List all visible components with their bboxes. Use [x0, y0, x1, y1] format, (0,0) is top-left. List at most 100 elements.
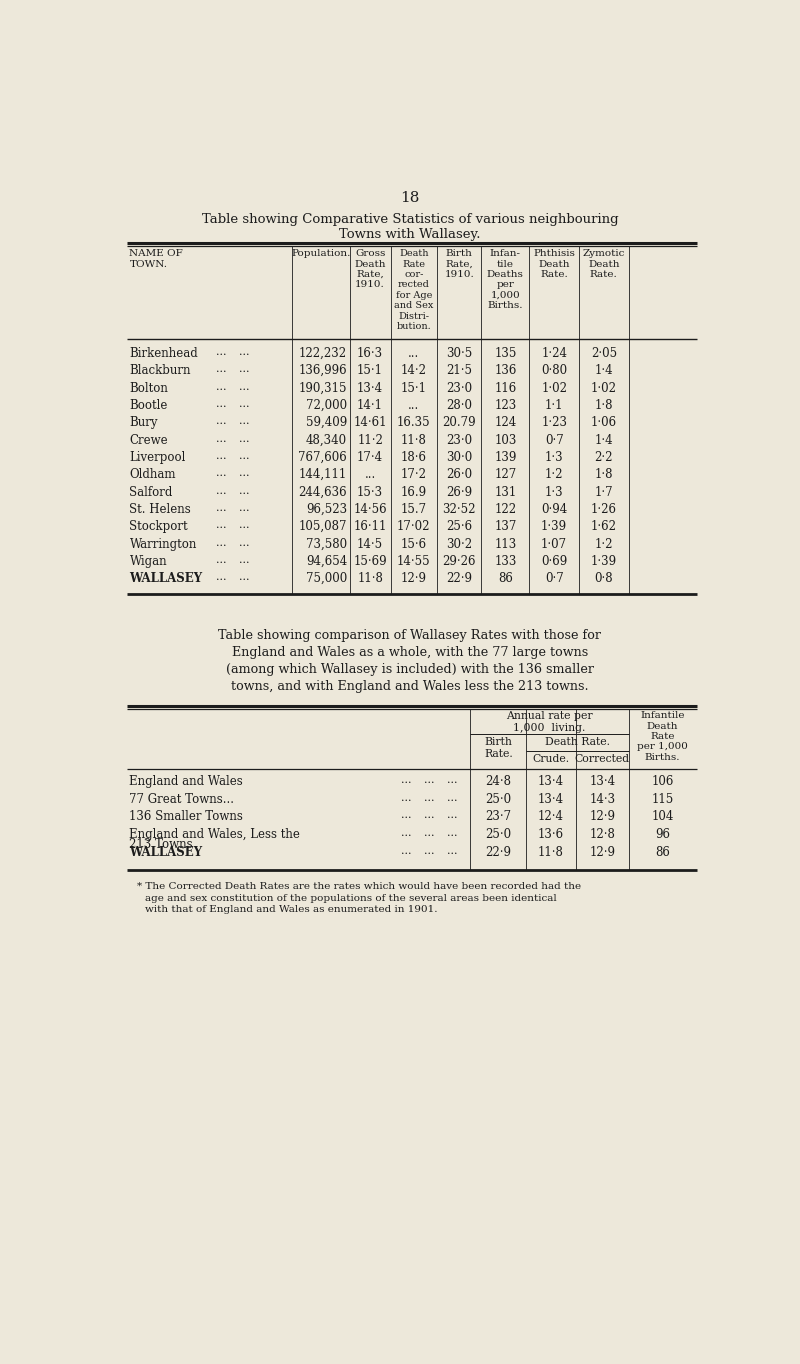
- Text: 15·1: 15·1: [357, 364, 383, 378]
- Text: ...: ...: [216, 503, 226, 513]
- Text: 21·5: 21·5: [446, 364, 472, 378]
- Text: 135: 135: [494, 346, 517, 360]
- Text: 136,996: 136,996: [298, 364, 347, 378]
- Text: ...: ...: [216, 416, 226, 426]
- Text: 1·1: 1·1: [545, 398, 563, 412]
- Text: Oldham: Oldham: [130, 468, 176, 481]
- Text: ...: ...: [424, 846, 434, 855]
- Text: 30·0: 30·0: [446, 451, 472, 464]
- Text: 13·4: 13·4: [538, 792, 564, 806]
- Text: 18·6: 18·6: [401, 451, 427, 464]
- Text: ...: ...: [239, 486, 250, 495]
- Text: 1·07: 1·07: [541, 537, 567, 551]
- Text: ...: ...: [216, 382, 226, 391]
- Text: 244,636: 244,636: [298, 486, 347, 498]
- Text: 24·8: 24·8: [486, 775, 511, 788]
- Text: Gross
Death
Rate,
1910.: Gross Death Rate, 1910.: [354, 250, 386, 289]
- Text: 767,606: 767,606: [298, 451, 347, 464]
- Text: Towns with Wallasey.: Towns with Wallasey.: [339, 228, 481, 241]
- Text: with that of England and Wales as enumerated in 1901.: with that of England and Wales as enumer…: [145, 906, 438, 914]
- Text: (among which Wallasey is included) with the 136 smaller: (among which Wallasey is included) with …: [226, 663, 594, 675]
- Text: 11·8: 11·8: [401, 434, 427, 446]
- Text: 137: 137: [494, 520, 517, 533]
- Text: ...: ...: [408, 398, 419, 412]
- Text: ...: ...: [239, 520, 250, 531]
- Text: 122: 122: [494, 503, 516, 516]
- Text: ...: ...: [216, 555, 226, 565]
- Text: Death
Rate
cor-
rected
for Age
and Sex
Distri-
bution.: Death Rate cor- rected for Age and Sex D…: [394, 250, 434, 331]
- Text: 26·0: 26·0: [446, 468, 472, 481]
- Text: England and Wales, Less the: England and Wales, Less the: [130, 828, 300, 842]
- Text: 13·6: 13·6: [538, 828, 564, 842]
- Text: 11·2: 11·2: [357, 434, 383, 446]
- Text: Infantile
Death
Rate
per 1,000
Births.: Infantile Death Rate per 1,000 Births.: [638, 711, 688, 761]
- Text: 48,340: 48,340: [306, 434, 347, 446]
- Text: Bury: Bury: [130, 416, 158, 430]
- Text: Warrington: Warrington: [130, 537, 197, 551]
- Text: 13·4: 13·4: [589, 775, 615, 788]
- Text: 14·56: 14·56: [354, 503, 387, 516]
- Text: 17·4: 17·4: [357, 451, 383, 464]
- Text: 23·0: 23·0: [446, 434, 472, 446]
- Text: Salford: Salford: [130, 486, 173, 498]
- Text: 16.9: 16.9: [401, 486, 427, 498]
- Text: ...: ...: [239, 468, 250, 479]
- Text: 123: 123: [494, 398, 517, 412]
- Text: 144,111: 144,111: [299, 468, 347, 481]
- Text: 22·9: 22·9: [446, 572, 472, 585]
- Text: 25·6: 25·6: [446, 520, 472, 533]
- Text: 1·3: 1·3: [545, 486, 563, 498]
- Text: 0·69: 0·69: [541, 555, 567, 567]
- Text: 20.79: 20.79: [442, 416, 476, 430]
- Text: 116: 116: [494, 382, 517, 394]
- Text: 23·7: 23·7: [486, 810, 511, 824]
- Text: 96,523: 96,523: [306, 503, 347, 516]
- Text: England and Wales: England and Wales: [130, 775, 243, 788]
- Text: age and sex constitution of the populations of the several areas been identical: age and sex constitution of the populati…: [145, 893, 557, 903]
- Text: ...: ...: [424, 792, 434, 803]
- Text: Birth
Rate.: Birth Rate.: [484, 738, 513, 758]
- Text: 1·3: 1·3: [545, 451, 563, 464]
- Text: 190,315: 190,315: [298, 382, 347, 394]
- Text: 96: 96: [655, 828, 670, 842]
- Text: 25·0: 25·0: [486, 792, 511, 806]
- Text: 12·9: 12·9: [401, 572, 427, 585]
- Text: 131: 131: [494, 486, 517, 498]
- Text: ...: ...: [401, 792, 411, 803]
- Text: 0·7: 0·7: [545, 572, 563, 585]
- Text: 86: 86: [655, 846, 670, 859]
- Text: 1·02: 1·02: [541, 382, 567, 394]
- Text: Bootle: Bootle: [130, 398, 168, 412]
- Text: Liverpool: Liverpool: [130, 451, 186, 464]
- Text: 14·1: 14·1: [357, 398, 383, 412]
- Text: ...: ...: [239, 398, 250, 409]
- Text: ...: ...: [424, 775, 434, 786]
- Text: 124: 124: [494, 416, 517, 430]
- Text: 1·2: 1·2: [545, 468, 563, 481]
- Text: NAME OF
TOWN.: NAME OF TOWN.: [130, 250, 183, 269]
- Text: ...: ...: [239, 451, 250, 461]
- Text: towns, and with England and Wales less the 213 towns.: towns, and with England and Wales less t…: [231, 679, 589, 693]
- Text: ...: ...: [216, 398, 226, 409]
- Text: Zymotic
Death
Rate.: Zymotic Death Rate.: [582, 250, 625, 280]
- Text: 1·02: 1·02: [590, 382, 617, 394]
- Text: 25·0: 25·0: [486, 828, 511, 842]
- Text: Crewe: Crewe: [130, 434, 168, 446]
- Text: 11·8: 11·8: [538, 846, 564, 859]
- Text: 0·80: 0·80: [541, 364, 567, 378]
- Text: 1·8: 1·8: [594, 398, 613, 412]
- Text: 1·23: 1·23: [541, 416, 567, 430]
- Text: ...: ...: [447, 810, 458, 821]
- Text: 94,654: 94,654: [306, 555, 347, 567]
- Text: 28·0: 28·0: [446, 398, 472, 412]
- Text: ...: ...: [239, 364, 250, 374]
- Text: ...: ...: [216, 572, 226, 582]
- Text: ...: ...: [239, 555, 250, 565]
- Text: Corrected: Corrected: [574, 753, 630, 764]
- Text: WALLASEY: WALLASEY: [130, 572, 202, 585]
- Text: 14·2: 14·2: [401, 364, 427, 378]
- Text: 1·06: 1·06: [590, 416, 617, 430]
- Text: 13·4: 13·4: [538, 775, 564, 788]
- Text: 133: 133: [494, 555, 517, 567]
- Text: ...: ...: [239, 416, 250, 426]
